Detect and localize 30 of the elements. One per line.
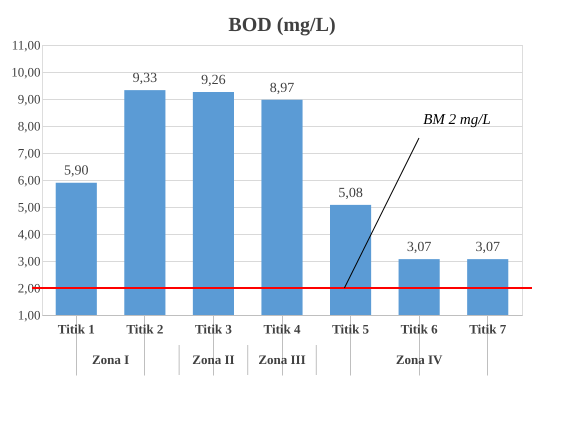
data-label: 8,97 [270, 80, 294, 96]
y-tick-label: 7,00 [18, 146, 40, 160]
x-tick-label: Titik 6 [400, 322, 438, 336]
data-label: 5,08 [338, 186, 363, 201]
x-tick-label: Titik 7 [469, 322, 507, 336]
data-label: 5,90 [64, 164, 89, 179]
text: Zona I [92, 352, 130, 367]
ref-line-label: BM 2 mg/L [423, 112, 491, 128]
y-tick-label: 3,00 [18, 254, 40, 268]
x-tick-label: Titik 4 [264, 322, 301, 336]
data-label: 9,33 [132, 71, 158, 86]
text: Zona II [192, 352, 235, 367]
x-tick-label: Titik 1 [58, 322, 95, 336]
y-tick-label: 5,00 [18, 200, 40, 214]
text: Zona IV [396, 352, 444, 367]
y-tick-label: 6,00 [18, 172, 40, 188]
y-tick-label: 8,00 [18, 118, 40, 134]
y-tick-label: 1,00 [18, 308, 40, 322]
data-label: 3,07 [475, 240, 500, 256]
text: Zona III [258, 352, 306, 367]
x-tick-label: Titik 2 [126, 322, 164, 336]
y-tick-label: 9,00 [18, 92, 40, 106]
chart-title: BOD (mg/L) [228, 14, 336, 36]
y-tick-label: 10,00 [11, 64, 40, 80]
data-label: 9,26 [201, 72, 226, 88]
data-label: 3,07 [406, 240, 432, 256]
x-tick-label: Titik 5 [332, 322, 370, 336]
x-tick-label: Titik 3 [194, 322, 232, 336]
y-tick-label: 4,00 [18, 226, 40, 242]
y-tick-label: 11,00 [12, 38, 40, 52]
